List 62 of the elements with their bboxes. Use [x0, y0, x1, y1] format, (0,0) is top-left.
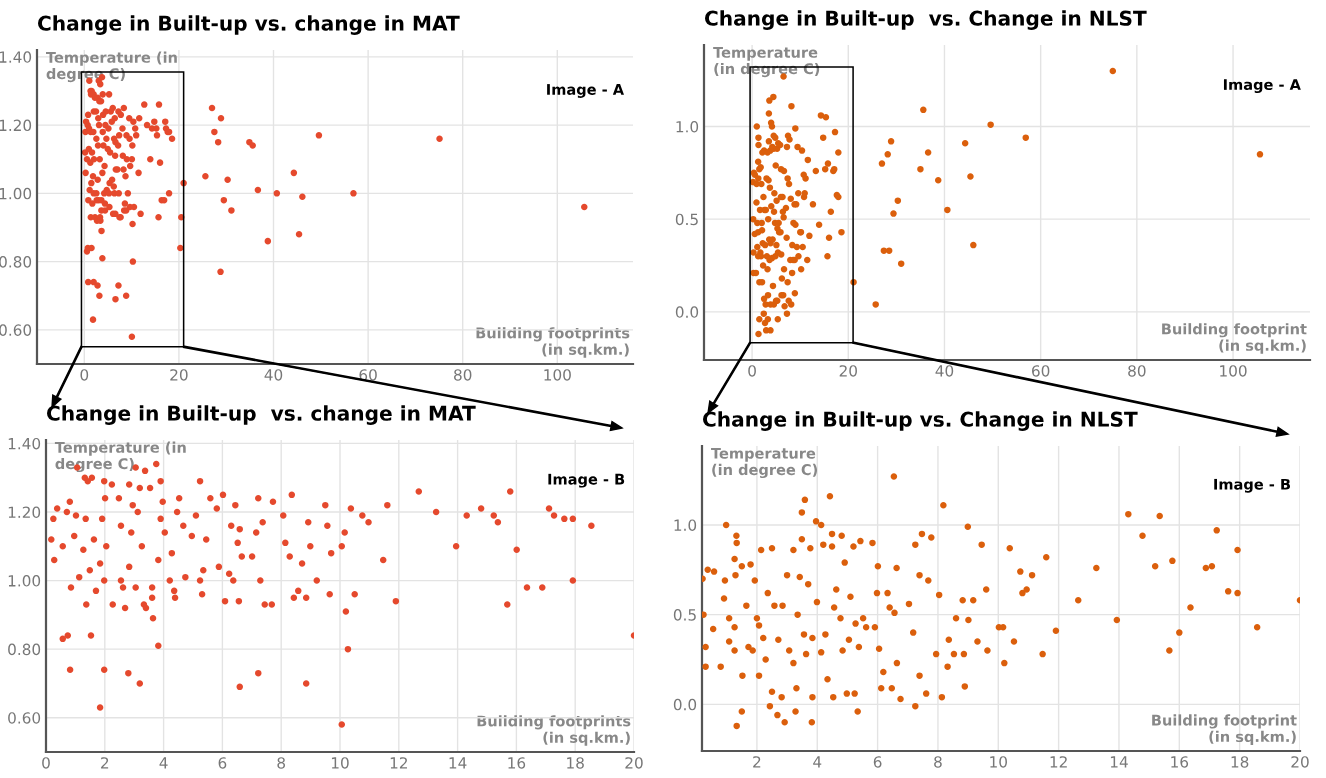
- x-tick-label: 100: [1220, 365, 1247, 377]
- x-tick-label: 16: [1171, 756, 1189, 768]
- x-tick-label: 8: [277, 757, 286, 769]
- x-axis-title: Building footprints (in sq.km.): [476, 327, 630, 358]
- chart-title: Change in Built-up vs. Change in NLST: [705, 10, 1147, 30]
- x-tick-label: 6: [218, 757, 227, 769]
- x-tick-label: 80: [454, 369, 472, 381]
- x-tick-label: 10: [331, 757, 349, 769]
- y-tick-label: 1.00: [0, 187, 32, 200]
- x-tick-label: 18: [1231, 756, 1249, 768]
- x-tick-label: 40: [264, 369, 283, 381]
- annotation: Image - A: [547, 84, 624, 98]
- chart-title: Change in Built-up vs. change in MAT: [38, 15, 460, 35]
- x-tick-label: 4: [813, 756, 822, 768]
- x-tick-label: 20: [170, 369, 188, 381]
- annotation: Image - B: [548, 473, 625, 488]
- y-tick-label: 1.00: [8, 575, 41, 587]
- x-tick-label: 0: [748, 365, 756, 377]
- x-tick-label: 80: [1128, 365, 1146, 377]
- y-tick-label: 1.0: [674, 519, 697, 531]
- y-axis-title: Temperature (in degree C): [711, 447, 818, 479]
- y-tick-label: 1.0: [676, 120, 699, 133]
- x-axis-title: Building footprint (in sq.km.): [1162, 323, 1307, 354]
- x-tick-label: 16: [508, 757, 526, 769]
- y-tick-label: 1.40: [8, 437, 41, 450]
- x-tick-label: 20: [625, 757, 643, 769]
- x-tick-label: 60: [1032, 365, 1050, 377]
- annotation: Image - B: [1214, 478, 1290, 493]
- y-tick-label: 0.60: [8, 712, 41, 724]
- y-tick-label: 1.40: [0, 51, 32, 63]
- y-tick-label: 0.60: [0, 324, 32, 336]
- x-tick-label: 40: [935, 365, 954, 377]
- x-tick-label: 6: [873, 756, 882, 768]
- y-tick-label: 0.0: [673, 698, 697, 711]
- annotation: Image - A: [1223, 79, 1301, 94]
- x-tick-label: 10: [990, 756, 1007, 768]
- x-tick-label: 18: [567, 757, 584, 769]
- y-tick-label: 0.80: [8, 643, 41, 656]
- x-tick-label: 20: [1291, 756, 1309, 768]
- x-tick-label: 0: [42, 757, 50, 769]
- y-tick-label: 0.80: [0, 256, 32, 268]
- x-tick-label: 8: [934, 756, 942, 768]
- x-axis-title: Building footprint (in sq.km.): [1152, 714, 1297, 745]
- x-tick-label: 14: [449, 757, 467, 769]
- chart-title: Change in Built-up vs. Change in NLST: [703, 411, 1138, 431]
- x-tick-label: 2: [101, 757, 109, 769]
- y-tick-label: 1.20: [8, 506, 41, 519]
- x-axis-title: Building footprints (in sq.km.): [477, 715, 631, 746]
- y-tick-label: 1.20: [0, 119, 32, 132]
- y-tick-label: 0.5: [675, 213, 698, 226]
- chart-title: Change in Built-up vs. change in MAT: [47, 405, 476, 425]
- y-tick-label: 0.5: [673, 609, 696, 621]
- x-tick-label: 0: [80, 369, 89, 381]
- x-tick-label: 12: [1050, 756, 1067, 768]
- y-axis-title: Temperature (in degree C): [54, 441, 186, 473]
- x-tick-label: 14: [1110, 756, 1128, 768]
- x-tick-label: 12: [390, 757, 407, 769]
- x-tick-label: 100: [544, 369, 571, 381]
- y-tick-label: 0.0: [675, 306, 699, 318]
- x-tick-label: 20: [839, 365, 857, 377]
- x-tick-label: 4: [159, 757, 168, 769]
- x-tick-label: 2: [753, 756, 761, 768]
